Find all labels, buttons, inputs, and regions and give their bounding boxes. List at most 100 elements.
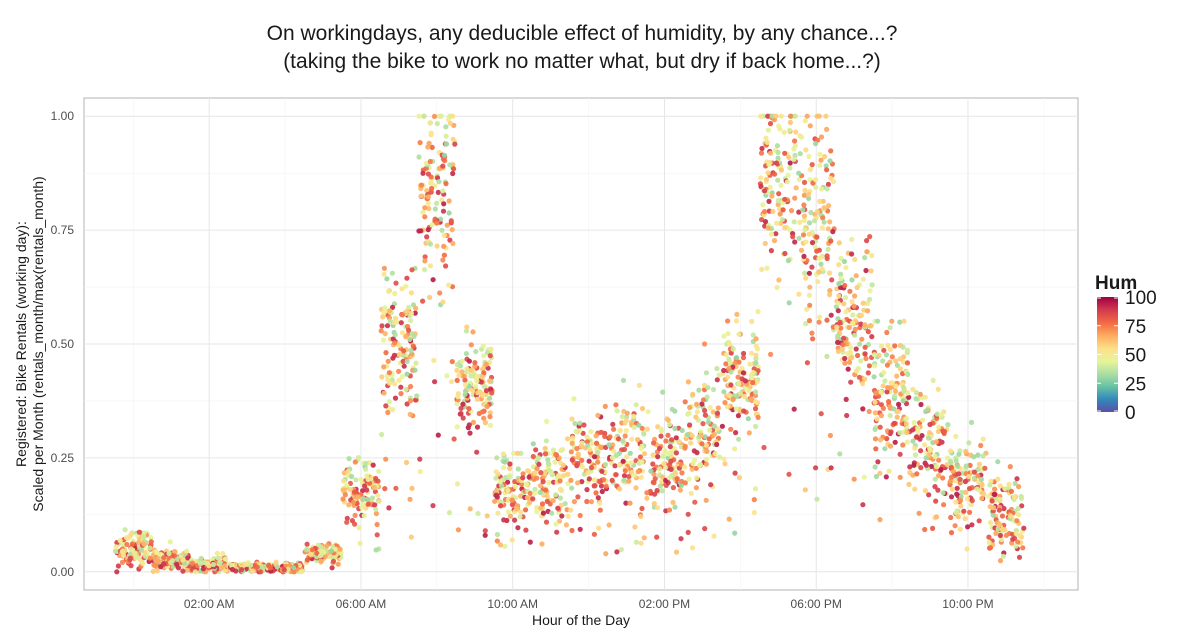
- data-point: [648, 468, 654, 474]
- data-point: [399, 374, 405, 380]
- data-point: [836, 240, 842, 246]
- data-point: [392, 381, 398, 387]
- data-point: [445, 116, 452, 122]
- data-point: [895, 409, 901, 415]
- data-point: [446, 210, 452, 216]
- data-point: [759, 217, 765, 223]
- data-point: [842, 355, 848, 362]
- data-point: [892, 439, 898, 445]
- data-point: [509, 497, 515, 503]
- data-point: [696, 387, 702, 393]
- data-point: [239, 567, 245, 573]
- data-point: [809, 240, 816, 246]
- data-point: [662, 448, 668, 454]
- y-tick-label: 0.50: [51, 337, 75, 351]
- data-point: [349, 473, 355, 480]
- data-point: [792, 138, 798, 144]
- data-point: [791, 156, 797, 162]
- data-point: [926, 452, 932, 458]
- data-point: [953, 458, 959, 464]
- legend-tick-label: 100: [1125, 288, 1157, 309]
- data-point: [986, 534, 992, 540]
- data-point: [817, 162, 823, 168]
- data-point: [663, 438, 669, 444]
- data-point: [818, 134, 825, 140]
- data-point: [594, 440, 600, 446]
- data-point: [796, 176, 802, 183]
- data-point: [657, 483, 663, 489]
- data-point: [667, 421, 673, 428]
- data-point: [767, 150, 774, 156]
- data-point: [381, 309, 387, 316]
- data-point: [860, 380, 866, 387]
- data-point: [670, 499, 676, 505]
- data-point: [425, 144, 431, 150]
- data-point: [565, 513, 571, 519]
- data-point: [935, 386, 941, 392]
- data-point: [978, 442, 984, 449]
- data-point: [944, 462, 950, 468]
- data-point: [169, 558, 175, 564]
- data-point: [532, 486, 538, 492]
- data-point: [658, 426, 664, 432]
- data-point: [703, 370, 710, 376]
- data-point: [823, 163, 829, 169]
- data-point: [154, 568, 160, 574]
- data-point: [659, 488, 666, 494]
- data-point: [843, 396, 849, 402]
- data-point: [384, 276, 390, 282]
- data-point: [392, 395, 399, 401]
- data-point: [629, 436, 635, 442]
- data-point: [551, 479, 557, 485]
- data-point: [768, 248, 775, 254]
- data-point: [552, 459, 558, 465]
- data-point: [318, 553, 324, 559]
- data-point: [900, 344, 906, 350]
- data-point: [639, 443, 645, 449]
- data-point: [318, 558, 324, 564]
- data-point: [717, 454, 723, 460]
- data-point: [502, 543, 508, 549]
- data-point: [985, 493, 991, 499]
- data-point: [690, 545, 696, 551]
- data-point: [530, 496, 536, 502]
- data-point: [689, 433, 695, 439]
- data-point: [408, 383, 414, 390]
- data-point: [656, 445, 663, 452]
- data-point: [440, 208, 447, 214]
- data-point: [788, 208, 795, 214]
- data-point: [420, 298, 426, 304]
- data-point: [417, 140, 423, 146]
- data-point: [802, 118, 808, 124]
- data-point: [877, 470, 883, 476]
- data-point: [430, 277, 436, 283]
- data-point: [1020, 545, 1026, 551]
- data-point: [755, 364, 761, 370]
- data-point: [765, 127, 772, 133]
- data-point: [953, 499, 959, 505]
- data-point: [874, 416, 880, 422]
- data-point: [797, 151, 803, 157]
- data-point: [872, 436, 879, 442]
- data-point: [458, 405, 464, 411]
- data-point: [775, 177, 781, 183]
- data-point: [846, 324, 852, 331]
- data-point: [887, 346, 893, 352]
- data-point: [220, 550, 226, 557]
- data-point: [702, 407, 708, 414]
- data-point: [546, 479, 552, 486]
- data-point: [772, 171, 778, 177]
- data-point: [714, 377, 720, 383]
- data-point: [702, 412, 709, 418]
- data-point: [888, 429, 894, 435]
- data-point: [886, 399, 892, 405]
- data-point: [389, 407, 396, 413]
- data-point: [910, 427, 916, 433]
- data-point: [609, 455, 615, 461]
- data-point: [842, 295, 849, 301]
- data-point: [559, 513, 565, 519]
- data-point: [884, 389, 890, 395]
- data-point: [880, 358, 886, 364]
- data-point: [584, 498, 590, 505]
- data-point: [399, 286, 405, 292]
